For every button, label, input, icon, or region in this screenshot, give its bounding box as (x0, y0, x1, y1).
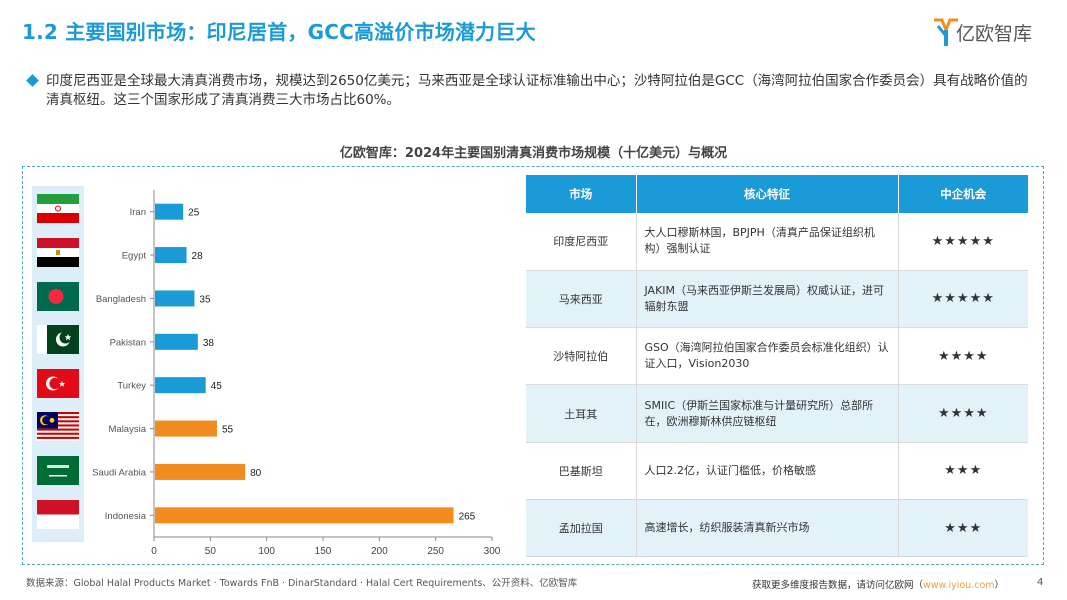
header-opportunity: 中企机会 (898, 175, 1028, 213)
visit-note: 获取更多维度报告数据，请访问亿欧网（www.iyiou.com） (752, 577, 1004, 591)
x-tick-label: 50 (205, 546, 217, 557)
x-tick-label: 200 (371, 546, 388, 557)
bar (155, 203, 184, 220)
table-row: 孟加拉国 高速增长，纺织服装清真新兴市场 ★★★ (526, 499, 1028, 558)
summary-text: 印度尼西亚是全球最大清真消费市场，规模达到2650亿美元；马来西亚是全球认证标准… (46, 73, 1028, 108)
egypt-flag-icon (37, 238, 79, 267)
cell-opportunity-stars: ★★★★ (898, 384, 1028, 443)
x-tick-label: 0 (151, 546, 157, 557)
cell-feature: 高速增长，纺织服装清真新兴市场 (636, 499, 899, 558)
bar (155, 290, 195, 307)
cell-feature: JAKIM（马来西亚伊斯兰发展局）权威认证，进可辐射东盟 (636, 270, 899, 329)
data-label: 55 (222, 425, 234, 436)
x-tick-label: 150 (315, 546, 332, 557)
cell-market: 印度尼西亚 (526, 213, 637, 271)
data-label: 45 (211, 381, 223, 392)
header-feature: 核心特征 (636, 175, 899, 213)
data-label: 80 (250, 468, 262, 479)
x-tick-label: 300 (484, 546, 501, 557)
table-row: 印度尼西亚 大人口穆斯林国，BPJPH（清真产品保证组织机构）强制认证 ★★★★… (526, 213, 1028, 271)
cell-feature: 大人口穆斯林国，BPJPH（清真产品保证组织机构）强制认证 (636, 213, 899, 271)
cell-market: 巴基斯坦 (526, 442, 637, 500)
cell-market: 沙特阿拉伯 (526, 327, 637, 386)
category-label: Turkey (117, 381, 146, 392)
market-size-bar-chart: 0 50 100 150 200 250 300 Iran 25 Egypt 28 Banglades… (92, 190, 501, 557)
table-header-row: 市场 核心特征 中企机会 (526, 175, 1028, 213)
category-label: Indonesia (105, 511, 147, 522)
bar (155, 463, 246, 480)
category-label: Pakistan (110, 337, 146, 348)
saudi-arabia-flag-icon (37, 456, 79, 485)
table-row: 土耳其 SMIIC（伊斯兰国家标准与计量研究所）总部所在，欧洲穆斯林供应链枢纽 … (526, 384, 1028, 443)
cell-opportunity-stars: ★★★ (898, 442, 1028, 500)
bar (155, 507, 454, 524)
yiou-logo-icon (934, 18, 958, 46)
category-label: Saudi Arabia (92, 467, 147, 478)
x-tick-label: 100 (258, 546, 275, 557)
category-label: Iran (130, 207, 146, 218)
bar (155, 333, 198, 350)
data-label: 25 (188, 208, 200, 219)
cell-feature: SMIIC（伊斯兰国家标准与计量研究所）总部所在，欧洲穆斯林供应链枢纽 (636, 384, 899, 443)
data-source-note: 数据来源：Global Halal Products Market · Towa… (26, 578, 578, 589)
category-label: Egypt (122, 251, 147, 262)
chart-frame (22, 166, 1044, 565)
cell-feature: GSO（海湾阿拉伯国家合作委员会标准化组织）认证入口，Vision2030 (636, 327, 899, 386)
turkey-flag-icon (37, 369, 79, 398)
chart-title: 亿欧智库：2024年主要国别清真消费市场规模（十亿美元）与概况 (339, 146, 728, 161)
market-overview-table-wrap: 市场 核心特征 中企机会 印度尼西亚 大人口穆斯林国，BPJPH（清真产品保证组… (526, 175, 1028, 558)
table-row: 巴基斯坦 人口2.2亿，认证门槛低，价格敏感 ★★★ (526, 442, 1028, 500)
bar (155, 377, 206, 394)
iran-flag-icon (37, 194, 79, 223)
data-label: 265 (459, 511, 476, 522)
header-market: 市场 (526, 175, 637, 213)
flags-panel (32, 186, 84, 542)
bar (155, 247, 187, 264)
x-tick-label: 250 (427, 546, 444, 557)
malaysia-flag-icon (37, 412, 79, 441)
page-title: 1.2 主要国别市场：印尼居首，GCC高溢价市场潜力巨大 (22, 20, 536, 44)
cell-feature: 人口2.2亿，认证门槛低，价格敏感 (636, 442, 899, 500)
cell-opportunity-stars: ★★★ (898, 499, 1028, 558)
logo-text: 亿欧智库 (956, 23, 1033, 45)
data-label: 28 (192, 251, 204, 262)
visit-close: ） (994, 580, 1005, 591)
data-label: 38 (203, 338, 215, 349)
bangladesh-flag-icon (37, 282, 79, 311)
visit-text: 获取更多维度报告数据，请访问亿欧网（ (752, 580, 924, 591)
table-row: 马来西亚 JAKIM（马来西亚伊斯兰发展局）权威认证，进可辐射东盟 ★★★★★ (526, 270, 1028, 329)
market-overview-table: 市场 核心特征 中企机会 印度尼西亚 大人口穆斯林国，BPJPH（清真产品保证组… (526, 175, 1028, 558)
summary-bullet: 印度尼西亚是全球最大清真消费市场，规模达到2650亿美元；马来西亚是全球认证标准… (26, 72, 1038, 110)
category-label: Malaysia (109, 424, 147, 435)
diamond-bullet-icon (26, 74, 39, 87)
cell-market: 土耳其 (526, 384, 637, 443)
pakistan-flag-icon (37, 325, 79, 354)
data-label: 35 (199, 294, 211, 305)
cell-market: 孟加拉国 (526, 499, 637, 558)
cell-opportunity-stars: ★★★★ (898, 327, 1028, 386)
cell-market: 马来西亚 (526, 270, 637, 329)
indonesia-flag-icon (37, 500, 79, 529)
category-label: Bangladesh (96, 294, 146, 305)
cell-opportunity-stars: ★★★★★ (898, 213, 1028, 271)
bar (155, 420, 217, 437)
page-number: 4 (1037, 577, 1044, 588)
table-row: 沙特阿拉伯 GSO（海湾阿拉伯国家合作委员会标准化组织）认证入口，Vision2… (526, 327, 1028, 386)
website-link[interactable]: www.iyiou.com (923, 580, 995, 591)
cell-opportunity-stars: ★★★★★ (898, 270, 1028, 329)
